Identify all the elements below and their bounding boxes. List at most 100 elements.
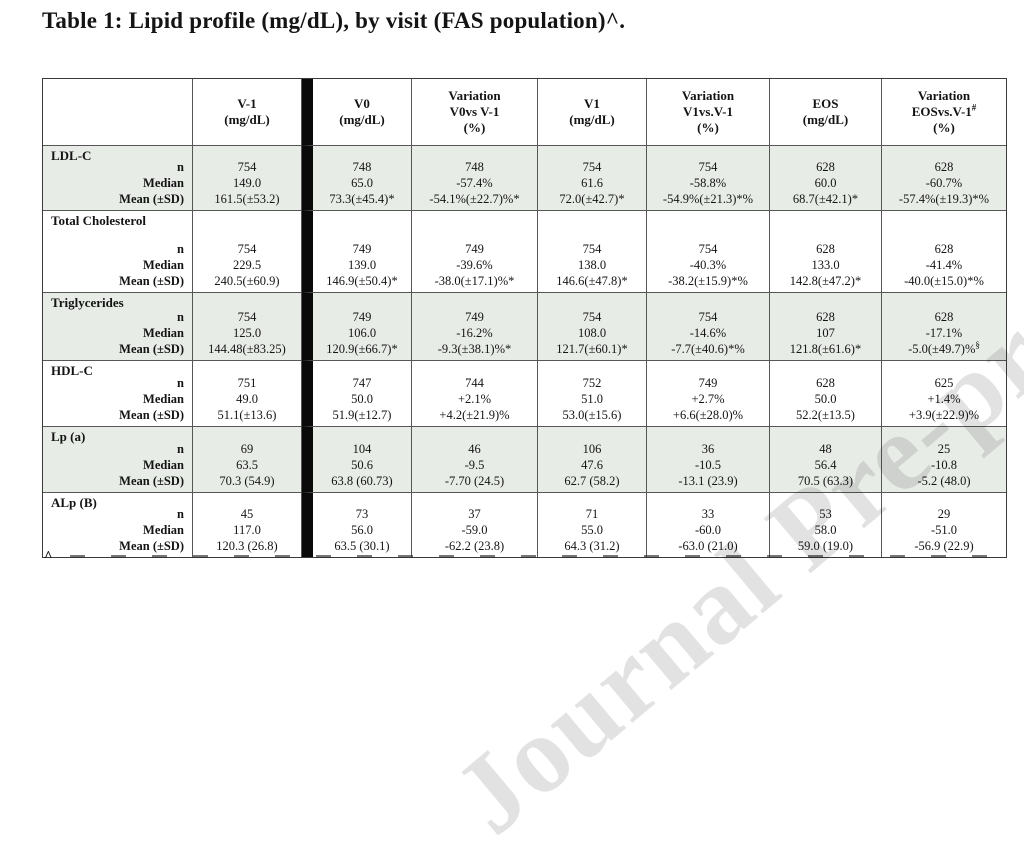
median-value: -10.5 xyxy=(694,458,722,472)
stat-label-median: Median xyxy=(143,176,184,190)
table-cell: 754 61.6 72.0(±42.7)* xyxy=(538,146,647,211)
stat-label-n: n xyxy=(177,507,184,521)
table-cell: 625 +1.4% +3.9(±22.9)% xyxy=(882,361,1006,427)
median-value: 58.0 xyxy=(814,523,837,537)
row-group-ldl-c: LDL-C n Median Mean (±SD) 754 149.0 161.5(… xyxy=(43,146,1006,211)
mean-value: 146.9(±50.4)* xyxy=(326,274,398,288)
row-group-label: HDL-C n Median Mean (±SD) xyxy=(43,361,193,427)
median-value: 125.0 xyxy=(232,326,262,340)
table-cell: 71 55.0 64.3 (31.2) xyxy=(538,493,647,557)
median-value: -39.6% xyxy=(456,258,493,272)
stat-label-mean: Mean (±SD) xyxy=(119,408,184,422)
n-value: 754 xyxy=(582,160,602,174)
n-value: 33 xyxy=(701,507,715,521)
mean-value: 63.5 (30.1) xyxy=(334,539,390,553)
n-value: 73 xyxy=(355,507,369,521)
section-superscript: § xyxy=(975,339,980,350)
table-cell: 754 108.0 121.7(±60.1)* xyxy=(538,293,647,361)
clipped-footnote-text xyxy=(70,555,990,558)
n-value: 749 xyxy=(698,376,718,390)
n-value: 37 xyxy=(468,507,481,521)
median-value: 56.4 xyxy=(814,458,837,472)
row-group-total-cholesterol: Total Cholesterol n Median Mean (±SD) 75… xyxy=(43,211,1006,293)
header-line: (%) xyxy=(933,119,955,135)
n-value: 104 xyxy=(352,442,372,456)
median-value: -60.0 xyxy=(694,523,722,537)
mean-value: -57.4%(±19.3)*% xyxy=(898,192,990,206)
n-value: 53 xyxy=(819,507,832,521)
stat-label-median: Median xyxy=(143,523,184,537)
median-value: 47.6 xyxy=(581,458,603,472)
table-cell: 46 -9.5 -7.70 (24.5) xyxy=(412,427,538,493)
n-value: 36 xyxy=(701,442,715,456)
median-value: 50.6 xyxy=(351,458,373,472)
table-cell: 33 -60.0 -63.0 (21.0) xyxy=(647,493,770,557)
table-cell: 754 149.0 161.5(±53.2) xyxy=(193,146,302,211)
n-value: 749 xyxy=(352,310,372,324)
mean-value: 51.9(±12.7) xyxy=(332,408,392,422)
table-cell: 628 50.0 52.2(±13.5) xyxy=(770,361,882,427)
mean-value: 53.0(±15.6) xyxy=(562,408,622,422)
table-cell: 748 65.0 73.3(±45.4)* xyxy=(302,146,412,211)
table-cell: 48 56.4 70.5 (63.3) xyxy=(770,427,882,493)
n-value: 749 xyxy=(465,310,484,324)
median-value: 63.5 xyxy=(236,458,258,472)
table-cell: 754 138.0 146.6(±47.8)* xyxy=(538,211,647,293)
mean-value: -38.0(±17.1)%* xyxy=(434,274,515,288)
median-value: 149.0 xyxy=(232,176,262,190)
n-value: 628 xyxy=(816,160,835,174)
table-cell: 53 58.0 59.0 (19.0) xyxy=(770,493,882,557)
row-group-label: Lp (a) n Median Mean (±SD) xyxy=(43,427,193,493)
n-value: 752 xyxy=(582,376,602,390)
table-cell: 106 47.6 62.7 (58.2) xyxy=(538,427,647,493)
footnote-marker: ^ xyxy=(44,549,53,565)
mean-value: -38.2(±15.9)*% xyxy=(668,274,748,288)
row-group-hdl-c: HDL-C n Median Mean (±SD) 751 49.0 51.1(±1… xyxy=(43,361,1006,427)
table-cell: 751 49.0 51.1(±13.6) xyxy=(193,361,302,427)
row-group-triglycerides: Triglycerides n Median Mean (±SD) 754 125… xyxy=(43,293,1006,361)
stat-label-median: Median xyxy=(143,326,184,340)
median-value: -9.5 xyxy=(464,458,485,472)
mean-value: 68.7(±42.1)* xyxy=(792,192,859,206)
n-value: 628 xyxy=(816,242,835,256)
mean-value: 146.6(±47.8)* xyxy=(556,274,628,288)
column-header-v-1: V-1 (mg/dL) xyxy=(193,79,302,146)
n-value: 69 xyxy=(240,442,254,456)
table-cell: 752 51.0 53.0(±15.6) xyxy=(538,361,647,427)
n-value: 754 xyxy=(698,310,718,324)
mean-value: -5.2 (48.0) xyxy=(917,474,971,488)
stat-label-mean: Mean (±SD) xyxy=(119,274,184,288)
median-value: +1.4% xyxy=(927,392,961,406)
row-group-label: Triglycerides n Median Mean (±SD) xyxy=(43,293,193,361)
median-value: 107 xyxy=(816,326,835,340)
mean-value: +6.6(±28.0)% xyxy=(672,408,744,422)
table-cell: 29 -51.0 -56.9 (22.9) xyxy=(882,493,1006,557)
stat-label-mean: Mean (±SD) xyxy=(119,192,184,206)
mean-value: -9.3(±38.1)%* xyxy=(437,342,512,356)
n-value: 628 xyxy=(816,376,835,390)
column-header-v0: V0 (mg/dL) xyxy=(302,79,412,146)
mean-value: 144.48(±83.25) xyxy=(208,342,286,356)
median-value: -58.8% xyxy=(689,176,727,190)
mean-value: 120.9(±66.7)* xyxy=(326,342,398,356)
median-value: -60.7% xyxy=(925,176,963,190)
table-cell: 754 -58.8% -54.9%(±21.3)*% xyxy=(647,146,770,211)
n-value: 754 xyxy=(582,310,602,324)
mean-value: -5.0(±49.7)%§ xyxy=(908,339,980,357)
mean-value: 72.0(±42.7)* xyxy=(559,192,625,206)
mean-value: -54.9%(±21.3)*% xyxy=(662,192,754,206)
n-value: 628 xyxy=(934,242,954,256)
n-value: 46 xyxy=(468,442,481,456)
table-cell: 73 56.0 63.5 (30.1) xyxy=(302,493,412,557)
table-title: Table 1: Lipid profile (mg/dL), by visit… xyxy=(42,8,626,33)
stat-label-mean: Mean (±SD) xyxy=(119,342,184,356)
median-value: 50.0 xyxy=(814,392,837,406)
table-cell: 749 139.0 146.9(±50.4)* xyxy=(302,211,412,293)
table-cell: 754 -14.6% -7.7(±40.6)*% xyxy=(647,293,770,361)
stat-label-median: Median xyxy=(143,258,184,272)
hash-superscript: # xyxy=(971,102,977,113)
median-value: -51.0 xyxy=(930,523,958,537)
median-value: 51.0 xyxy=(581,392,603,406)
mean-value: -54.1%(±22.7)%* xyxy=(429,192,520,206)
median-value: -10.8 xyxy=(930,458,958,472)
